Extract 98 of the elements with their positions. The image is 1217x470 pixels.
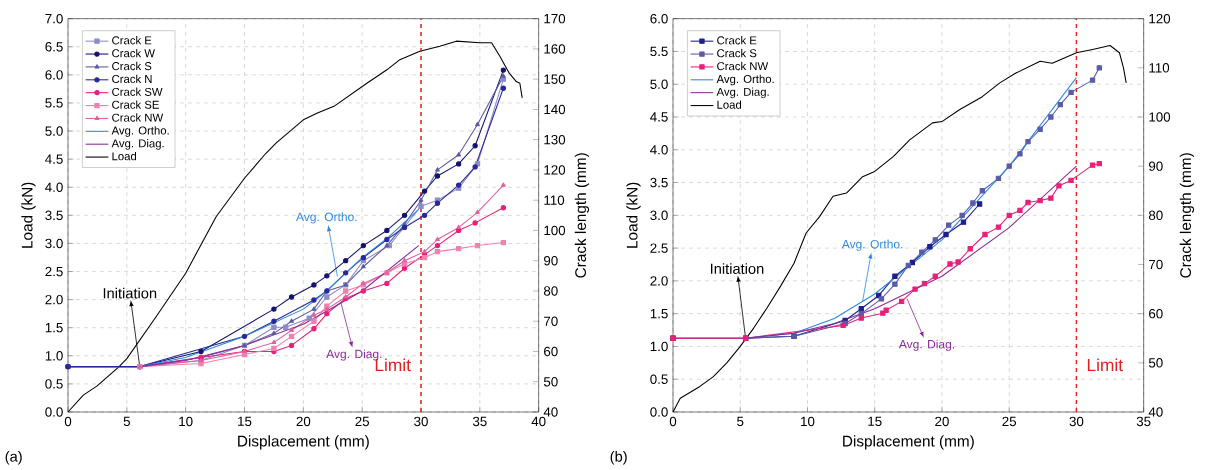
y-tick-label: 4.0	[650, 145, 668, 155]
annotation: Initiation	[711, 263, 764, 274]
y-tick-label: 4.5	[650, 112, 668, 122]
legend-label: Crack N	[112, 74, 152, 84]
x-tick-label: 5	[123, 416, 130, 426]
y2-axis-title: Crack length (mm)	[574, 153, 590, 278]
y-tick-label: 5.0	[650, 79, 668, 89]
y-axis-title: Load (kN)	[626, 182, 641, 248]
y-tick-label: 0.0	[650, 407, 668, 417]
legend-label: Avg. Ortho.	[716, 74, 774, 86]
x-tick-label: 10	[801, 416, 815, 427]
y-tick-label: 1.0	[45, 351, 63, 361]
y-axis-title: Load (kN)	[21, 182, 36, 248]
x-tick-label: 30	[1069, 416, 1084, 427]
y-tick-label: 1.5	[45, 323, 63, 333]
x-tick-label: 35	[472, 416, 487, 427]
y-tick-label: 1.5	[650, 309, 668, 319]
y2-tick-label: 120	[544, 165, 566, 175]
y2-tick-label: 120	[1149, 13, 1171, 24]
y2-tick-label: 40	[1148, 407, 1163, 417]
y-tick-label: 5.5	[650, 46, 668, 57]
y2-tick-label: 90	[1149, 161, 1163, 171]
legend-label: Load	[112, 151, 137, 161]
x-tick-label: 15	[238, 416, 252, 426]
x-tick-label: 30	[414, 416, 428, 427]
y-tick-label: 3.0	[650, 210, 668, 221]
y2-tick-label: 90	[544, 255, 558, 266]
y-tick-label: 0.5	[650, 374, 668, 384]
y2-tick-label: 80	[1148, 210, 1163, 221]
legend-label: Crack W	[112, 48, 155, 58]
y-tick-label: 0.5	[45, 379, 63, 389]
y-tick-label: 2.0	[650, 276, 668, 286]
y-tick-label: 7.0	[45, 13, 63, 24]
y2-tick-label: 110	[544, 195, 565, 205]
y-tick-label: 3.5	[45, 210, 63, 221]
y2-tick-label: 110	[1149, 63, 1170, 73]
y-tick-label: 3.0	[45, 238, 63, 249]
legend-label: Crack E	[717, 36, 757, 45]
y2-tick-label: 100	[544, 225, 566, 236]
text: (a)	[5, 450, 22, 465]
y2-tick-label: 70	[1149, 259, 1163, 270]
y2-tick-label: 50	[1148, 358, 1163, 368]
y2-tick-label: 130	[544, 134, 566, 145]
y2-tick-label: 140	[544, 104, 566, 115]
y-tick-label: 4.0	[45, 182, 63, 192]
ref-line-label: Limit	[1087, 358, 1123, 372]
annotation: Avg. Ortho.	[841, 239, 903, 251]
y2-tick-label: 170	[544, 13, 566, 24]
legend-label: Load	[717, 100, 742, 109]
x-tick-label: 0	[64, 416, 72, 427]
x-tick-label: 10	[179, 416, 193, 427]
y2-axis-title: Crack length (mm)	[1179, 153, 1195, 278]
y-tick-label: 3.5	[650, 177, 668, 188]
x-tick-label: 35	[1136, 416, 1151, 427]
x-tick-label: 5	[737, 416, 744, 426]
y2-tick-label: 50	[543, 377, 558, 387]
y2-tick-label: 60	[1149, 308, 1163, 319]
legend-label: Crack E	[112, 36, 152, 45]
legend-label: Crack NW	[112, 113, 164, 122]
y2-tick-label: 100	[1149, 112, 1171, 122]
y2-tick-label: 40	[543, 407, 558, 417]
annotation: Initiation	[103, 287, 157, 299]
y-tick-label: 0.0	[45, 407, 63, 417]
y-tick-label: 5.5	[45, 98, 63, 108]
x-tick-label: 0	[669, 416, 677, 427]
x-tick-label: 15	[868, 416, 882, 426]
x-axis-title: Displacement (mm)	[238, 435, 369, 450]
legend-label: Avg. Diag.	[111, 139, 164, 150]
y-tick-label: 6.5	[45, 42, 63, 52]
x-tick-label: 25	[355, 416, 370, 427]
y2-tick-label: 80	[543, 286, 558, 296]
x-axis-title: Displacement (mm)	[843, 435, 974, 450]
legend-label: Avg. Diag.	[716, 87, 769, 99]
y-tick-label: 5.0	[45, 126, 63, 136]
legend-label: Crack SW	[112, 87, 163, 96]
y2-tick-label: 70	[544, 316, 558, 326]
y2-tick-label: 60	[544, 346, 558, 357]
annotation: Avg. Ortho.	[296, 212, 357, 224]
y-tick-label: 6.0	[650, 13, 668, 24]
y2-tick-label: 150	[544, 74, 566, 84]
annotation: Avg. Diag.	[898, 339, 955, 351]
legend-label: Crack S	[717, 48, 757, 58]
x-tick-label: 20	[296, 416, 311, 427]
y-tick-label: 4.5	[45, 154, 63, 164]
x-tick-label: 20	[935, 416, 949, 427]
legend-label: Avg. Ortho.	[111, 126, 169, 137]
y-tick-label: 2.5	[650, 243, 668, 253]
legend-label: Crack SE	[112, 100, 159, 109]
y-tick-label: 6.0	[45, 70, 63, 80]
y-tick-label: 2.0	[45, 294, 63, 305]
x-tick-label: 40	[531, 416, 546, 427]
y-tick-label: 2.5	[45, 266, 63, 277]
y-tick-label: 1.0	[650, 341, 668, 352]
text: (b)	[610, 450, 627, 465]
legend-label: Crack NW	[717, 61, 769, 71]
y2-tick-label: 160	[544, 44, 566, 54]
x-tick-label: 25	[1002, 416, 1017, 427]
legend-label: Crack S	[112, 61, 152, 71]
